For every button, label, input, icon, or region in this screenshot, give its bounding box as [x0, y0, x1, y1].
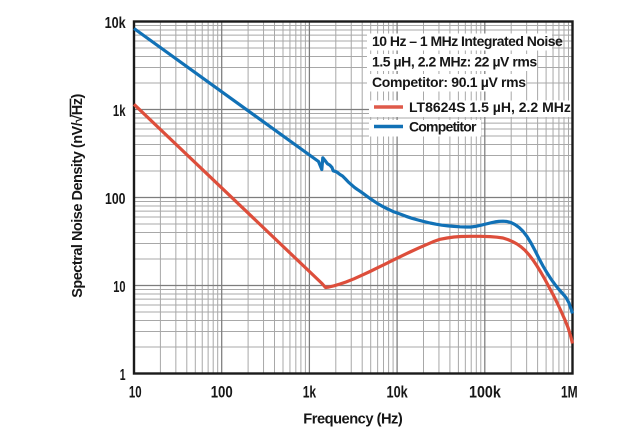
svg-text:Competitor: 90.1 µV rms: Competitor: 90.1 µV rms: [372, 74, 526, 90]
svg-text:LT8624S 1.5 µH, 2.2 MHz: LT8624S 1.5 µH, 2.2 MHz: [409, 99, 571, 115]
svg-text:10: 10: [113, 279, 125, 296]
svg-text:1k: 1k: [113, 103, 126, 120]
svg-text:1: 1: [120, 367, 126, 384]
svg-text:10k: 10k: [105, 15, 126, 32]
svg-text:100k: 100k: [469, 383, 502, 401]
svg-text:10k: 10k: [387, 383, 409, 401]
svg-text:10: 10: [129, 383, 142, 401]
svg-text:1.5 µH, 2.2 MHz: 22 µV rms: 1.5 µH, 2.2 MHz: 22 µV rms: [372, 54, 537, 70]
svg-text:Frequency (Hz): Frequency (Hz): [303, 411, 403, 427]
svg-text:Spectral Noise Density (nV/√Hz: Spectral Noise Density (nV/√Hz): [70, 94, 86, 298]
svg-text:Competitor: Competitor: [409, 119, 477, 135]
svg-text:1k: 1k: [303, 383, 317, 401]
svg-text:100: 100: [105, 191, 126, 208]
svg-text:100: 100: [211, 383, 233, 401]
svg-text:10 Hz – 1 MHz Integrated Noise: 10 Hz – 1 MHz Integrated Noise: [372, 33, 563, 49]
svg-text:1M: 1M: [561, 383, 578, 401]
